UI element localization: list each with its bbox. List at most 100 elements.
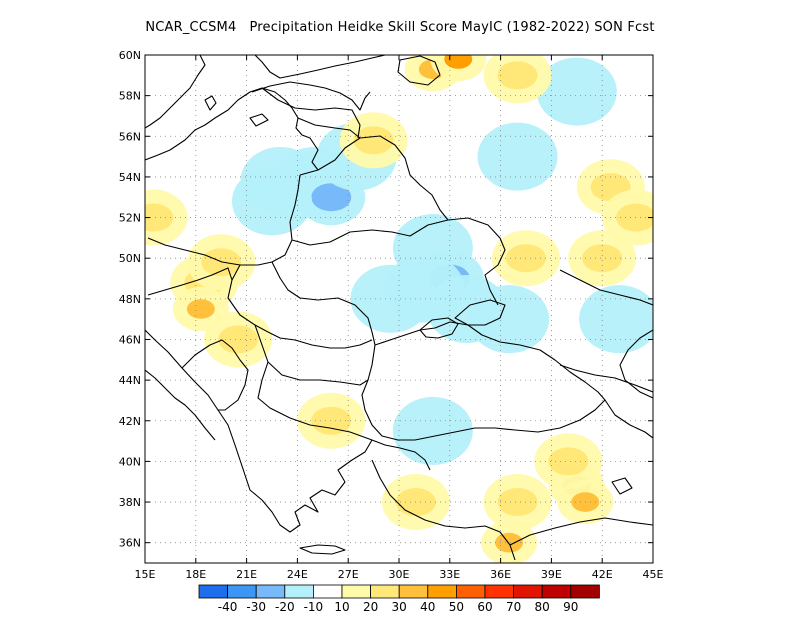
skill-blob-core [145, 203, 174, 232]
colorbar-label: 40 [420, 600, 435, 614]
colorbar-label: 90 [563, 600, 578, 614]
colorbar-label: 60 [477, 600, 492, 614]
border-russia-kazakh [559, 269, 653, 306]
lon-tick-label: 39E [541, 568, 562, 581]
lat-tick-label: 60N [119, 49, 141, 62]
colorbar-swatch [284, 584, 314, 599]
colorbar-swatch [398, 584, 429, 599]
skill-score-shading [145, 55, 653, 563]
lon-tick-label: 42E [592, 568, 613, 581]
lon-tick-label: 18E [185, 568, 206, 581]
colorbar-swatch [427, 584, 457, 599]
skill-blob-core [497, 61, 538, 90]
skill-blob-core [582, 244, 623, 273]
adriatic-coast-east [145, 329, 246, 476]
crete-island [299, 544, 346, 555]
caspian-coast [619, 329, 653, 399]
colorbar-label: 50 [449, 600, 464, 614]
skill-blob-core [548, 447, 589, 476]
lat-tick-label: 50N [119, 252, 141, 265]
lon-tick-label: 33E [439, 568, 460, 581]
skill-blob-core [311, 183, 352, 212]
border-hungary [147, 267, 233, 296]
border-bulgaria-greece [257, 361, 373, 441]
black-sea-coast [361, 321, 606, 441]
colorbar-label: 10 [334, 600, 349, 614]
lat-tick-label: 46N [119, 333, 141, 346]
colorbar: -40 -30 -20 -10 10 20 30 40 50 60 70 80 90 [198, 584, 600, 614]
border-turkey-syria [509, 517, 653, 546]
colorbar-swatch [255, 584, 286, 599]
gotland-island [204, 95, 217, 111]
border-ukraine-south [271, 261, 376, 346]
border-romania-bulgaria [254, 324, 369, 386]
lon-tick-label: 45E [643, 568, 664, 581]
skill-blob-core [616, 203, 653, 232]
lat-tick-label: 58N [119, 90, 141, 103]
adriatic-coast-west [145, 369, 216, 441]
lake-van [611, 477, 633, 495]
lat-tick-label: 56N [119, 130, 141, 143]
lon-tick-label: 30E [389, 568, 410, 581]
skill-blob-outer [392, 396, 473, 465]
map-axes: 15E 18E 21E 24E 27E 30E 33E 36E 39E 42E 45E 36N 38N 4… [119, 49, 664, 581]
colorbar-swatch [513, 584, 543, 599]
lat-tick-label: 52N [119, 212, 141, 225]
lat-tick-label: 54N [119, 171, 141, 184]
colorbar-swatch [484, 584, 515, 599]
lon-tick-label: 15E [135, 568, 156, 581]
skill-blob-core [218, 325, 259, 354]
lat-tick-label: 44N [119, 374, 141, 387]
colorbar-label: 70 [506, 600, 521, 614]
lat-tick-label: 38N [119, 496, 141, 509]
finland-coast [254, 55, 386, 79]
lon-tick-label: 24E [287, 568, 308, 581]
lat-tick-label: 36N [119, 537, 141, 550]
skill-blob-outer [536, 57, 617, 126]
greece-coast [244, 439, 373, 533]
turkey-south-coast [371, 459, 516, 561]
border-turkey-east [604, 399, 653, 439]
border-balkans [181, 339, 249, 411]
border-belarus [299, 135, 449, 221]
skill-blob-outer [477, 122, 558, 191]
colorbar-swatch [198, 584, 229, 599]
border-ukraine-north [291, 217, 506, 306]
skill-blob-outer [469, 285, 550, 354]
skill-blob-outer [579, 285, 653, 354]
border-baltic-states [261, 87, 361, 139]
colorbar-label: -30 [246, 600, 266, 614]
skill-blob-core [186, 299, 215, 319]
lat-tick-label: 40N [119, 455, 141, 468]
border-poland [147, 174, 301, 266]
coastlines-and-borders [145, 55, 653, 561]
skill-blob-core [353, 126, 394, 155]
sweden-coast [145, 55, 206, 129]
colorbar-swatch [341, 584, 372, 599]
colorbar-swatch [541, 584, 572, 599]
colorbar-label: 20 [363, 600, 378, 614]
colorbar-swatch [370, 584, 400, 599]
colorbar-swatch [227, 584, 257, 599]
border-caucasus [559, 364, 653, 393]
azov-sea [454, 299, 506, 326]
lon-tick-label: 36E [490, 568, 511, 581]
colorbar-swatch [312, 584, 343, 599]
border-romania [227, 264, 373, 349]
colorbar-swatch [570, 584, 600, 599]
colorbar-label: -10 [304, 600, 324, 614]
colorbar-label: 30 [392, 600, 407, 614]
ladoga-lake [397, 55, 441, 86]
colorbar-label: -40 [218, 600, 238, 614]
skill-blob-core [444, 55, 473, 69]
skill-blob-core [311, 406, 352, 435]
colorbar-swatch [455, 584, 486, 599]
skill-blob-core [497, 488, 538, 517]
crimea [419, 317, 459, 339]
lon-tick-label: 21E [236, 568, 257, 581]
lat-tick-label: 42N [119, 415, 141, 428]
lat-tick-label: 48N [119, 293, 141, 306]
marmara-aegean [371, 439, 431, 471]
border-lithuania [297, 117, 361, 139]
skill-blob-core [495, 532, 524, 553]
